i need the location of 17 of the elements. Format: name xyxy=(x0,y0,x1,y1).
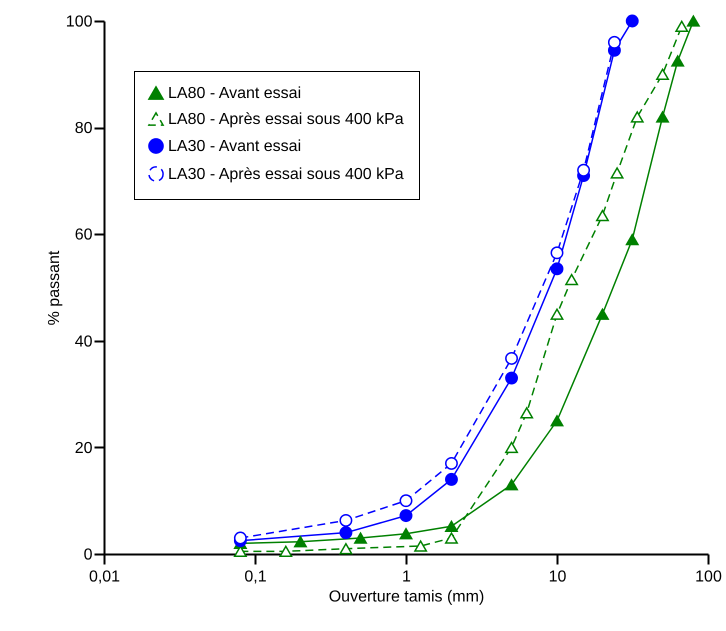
y-tick-label: 0 xyxy=(84,546,93,564)
y-tick-label: 40 xyxy=(74,333,93,350)
x-tick-label: 10 xyxy=(548,568,566,586)
x-tick-label: 0,01 xyxy=(88,568,120,586)
x-tick-label: 100 xyxy=(695,568,722,586)
legend-label: LA80 - Avant essai xyxy=(168,85,302,102)
legend-label: LA30 - Avant essai xyxy=(168,138,302,155)
y-tick-label: 100 xyxy=(66,14,93,30)
x-tick-label: 0,1 xyxy=(244,568,267,586)
y-tick-label: 20 xyxy=(74,440,93,457)
legend-label: LA80 - Après essai sous 400 kPa xyxy=(168,111,404,128)
y-tick-label: 60 xyxy=(74,226,93,244)
y-tick-label: 80 xyxy=(74,120,93,138)
y-axis-title: % passant xyxy=(46,250,63,326)
legend-label: LA30 - Après essai sous 400 kPa xyxy=(168,166,404,183)
x-tick-label: 1 xyxy=(402,568,412,586)
x-axis-title: Ouverture tamis (mm) xyxy=(328,588,484,606)
